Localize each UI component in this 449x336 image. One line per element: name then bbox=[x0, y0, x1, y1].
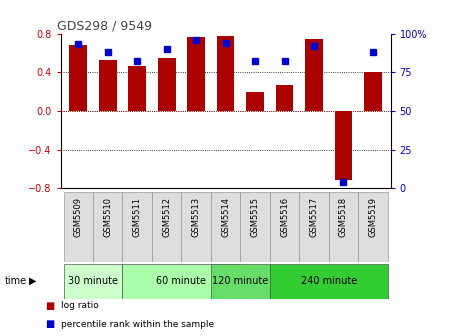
Bar bbox=[358, 192, 387, 262]
Bar bbox=[246, 92, 264, 111]
Bar bbox=[181, 192, 211, 262]
Text: GSM5518: GSM5518 bbox=[339, 197, 348, 237]
Bar bbox=[299, 192, 329, 262]
Text: GSM5514: GSM5514 bbox=[221, 197, 230, 237]
Text: log ratio: log ratio bbox=[61, 301, 98, 310]
Bar bbox=[128, 67, 146, 111]
Text: GSM5509: GSM5509 bbox=[74, 197, 83, 237]
Bar bbox=[123, 264, 240, 299]
Bar bbox=[70, 45, 87, 111]
Text: GDS298 / 9549: GDS298 / 9549 bbox=[57, 19, 152, 33]
Text: time: time bbox=[4, 276, 26, 286]
Text: 120 minute: 120 minute bbox=[212, 277, 269, 286]
Text: ▶: ▶ bbox=[29, 276, 37, 286]
Bar bbox=[64, 192, 93, 262]
Text: GSM5511: GSM5511 bbox=[133, 197, 142, 237]
Text: ■: ■ bbox=[45, 301, 54, 311]
Text: percentile rank within the sample: percentile rank within the sample bbox=[61, 320, 214, 329]
Bar bbox=[270, 192, 299, 262]
Bar bbox=[240, 192, 270, 262]
Text: GSM5517: GSM5517 bbox=[309, 197, 318, 237]
Bar bbox=[187, 37, 205, 111]
Bar bbox=[211, 192, 240, 262]
Bar bbox=[270, 264, 387, 299]
Text: ■: ■ bbox=[45, 319, 54, 329]
Bar bbox=[211, 264, 270, 299]
Bar bbox=[276, 85, 293, 111]
Bar bbox=[335, 111, 352, 180]
Text: 30 minute: 30 minute bbox=[68, 277, 118, 286]
Text: GSM5516: GSM5516 bbox=[280, 197, 289, 237]
Bar bbox=[305, 39, 323, 111]
Bar bbox=[217, 37, 234, 111]
Bar bbox=[158, 58, 176, 111]
Text: GSM5515: GSM5515 bbox=[251, 197, 260, 237]
Bar bbox=[364, 72, 382, 111]
Text: 60 minute: 60 minute bbox=[156, 277, 207, 286]
Text: GSM5519: GSM5519 bbox=[369, 197, 378, 237]
Bar bbox=[93, 192, 123, 262]
Bar bbox=[64, 264, 123, 299]
Bar bbox=[329, 192, 358, 262]
Text: 240 minute: 240 minute bbox=[301, 277, 357, 286]
Text: GSM5510: GSM5510 bbox=[103, 197, 112, 237]
Text: GSM5512: GSM5512 bbox=[162, 197, 171, 237]
Bar bbox=[123, 192, 152, 262]
Bar bbox=[99, 60, 117, 111]
Text: GSM5513: GSM5513 bbox=[192, 197, 201, 237]
Bar bbox=[152, 192, 181, 262]
